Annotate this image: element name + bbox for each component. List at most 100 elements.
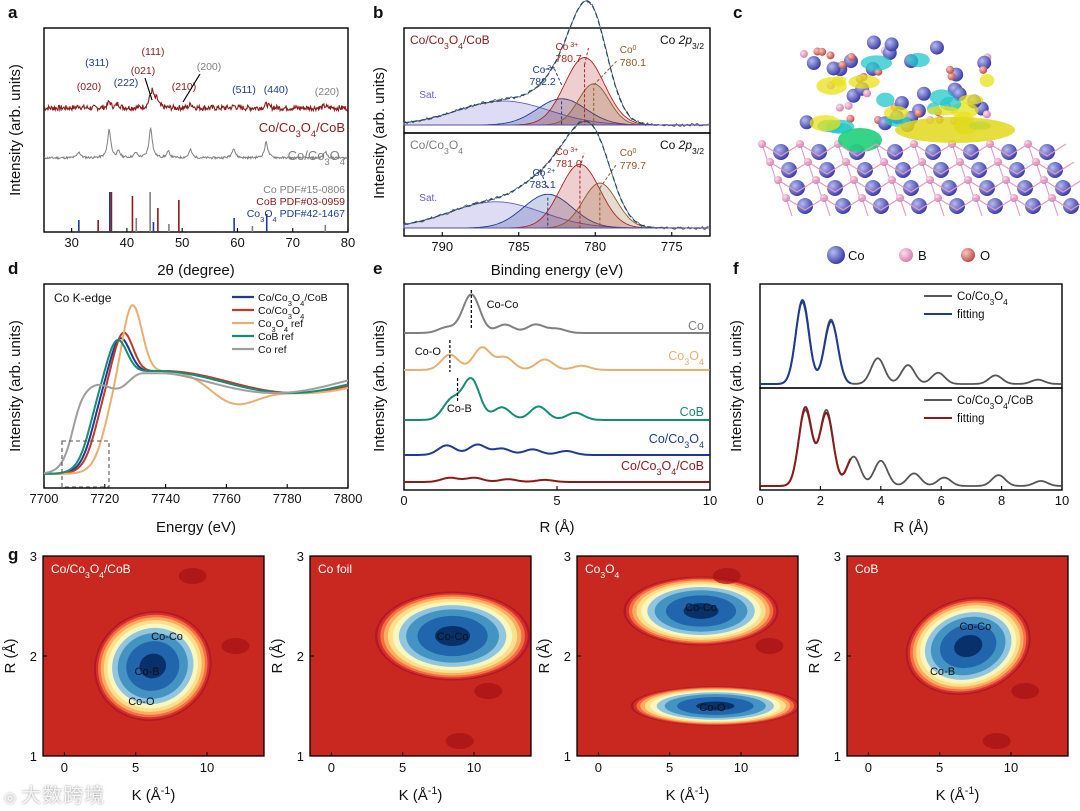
fit-model-line [760,405,852,487]
ft-series-label: Co/Co3O4/CoB [621,459,704,477]
structure-bond [861,197,901,211]
ft-series-label: Co [688,319,704,333]
watermark: ◎ 大数跨境 [4,779,105,808]
oxygen-atom [979,65,988,74]
heatmap-bond-label: Co-B [930,666,955,678]
xps-arrow [579,152,585,169]
fit-x-tick-label: 4 [877,493,884,508]
cobalt-atom [1009,162,1025,178]
fit-legend-label: fitting [957,309,985,321]
heatmap-hotspot [474,683,503,699]
heatmap-y-axis-label: R (Å) [2,639,19,674]
structure-bond [785,197,825,211]
heatmap-x-tick-label: 5 [666,760,673,775]
heatmap-y-tick-label: 2 [564,649,571,664]
xrd-y-axis-label: Intensity (arb. units) [7,64,24,196]
heatmap-x-tick-label: 10 [734,760,748,775]
charge-density-isosurface [883,105,909,120]
structure-bond [929,179,969,193]
heatmap-bond-label: Co-Co [437,631,469,643]
structure-bond [951,143,991,157]
xps-arrow [539,169,549,189]
watermark-logo-icon: ◎ [4,790,18,806]
cobalt-atom [1063,198,1079,214]
xrd-hkl-annotation: (222) [114,77,139,89]
xanes-legend-label: Co/Co3O4 [258,305,304,321]
cobalt-atom [971,162,987,178]
xrd-x-axis-label: 2θ (degree) [157,262,235,279]
heatmap-hotspot [1011,683,1040,699]
heatmap-x-tick-label: 0 [865,760,872,775]
xps-x-tick-label: 780 [584,239,606,254]
xanes-legend-label: Co3O4 ref [258,318,303,334]
xanes-series-line [44,339,349,475]
oxygen-atom [847,53,856,62]
structure-bond [799,143,839,157]
xrd-reference-label: Co PDF#15-0806 [263,184,345,196]
structure-bond [883,161,923,175]
panel-letter-g: g [8,545,18,564]
structure-bond [891,179,931,193]
heatmap-contour-band [435,625,471,647]
structure-bond [1043,179,1080,193]
heatmap-y-tick-label: 1 [564,749,571,764]
xps-x-tick-label: 790 [431,239,453,254]
charge-density-isosurface [848,74,880,89]
cobalt-atom [835,198,851,214]
xps-co0-label: Co0 [620,148,637,160]
cobalt-atom [789,180,805,196]
cobalt-atom [826,61,841,76]
heatmap-contour-band [954,634,983,658]
cobalt-atom [977,55,992,70]
heatmap-title: Co/Co3O4/CoB [51,562,131,580]
xanes-x-axis-label: Energy (eV) [156,519,236,536]
cobalt-atom [819,162,835,178]
cobalt-atom [773,144,789,160]
charge-density-isosurface [876,92,895,108]
fit-data-line [760,301,1062,385]
cobalt-atom [873,198,889,214]
ft-series-line [404,377,710,421]
cobalt-atom [857,162,873,178]
xps-co3-label: Co 3+ [555,42,578,54]
fit-x-tick-label: 8 [998,493,1005,508]
ft-series-line [404,346,710,371]
xrd-series-label: Co/Co3O4/CoB [259,120,345,139]
xanes-legend-label: Co/Co3O4/CoB [258,292,328,308]
panel-letter-f: f [733,259,739,278]
heatmap-y-tick-label: 2 [834,649,841,664]
heatmap-y-tick-label: 1 [834,749,841,764]
watermark-text: 大数跨境 [21,783,106,807]
heatmap-hotspot [712,568,741,584]
cobalt-atom [911,198,927,214]
boron-atom [835,103,844,112]
oxygen-atom [818,47,827,56]
structure-bond [807,161,847,175]
xrd-reference-label: Co3O4 PDF#42-1467 [247,208,345,224]
xanes-x-tick-label: 7780 [273,491,302,506]
oxygen-atom [947,72,956,81]
xps-co0-value: 780.1 [620,57,646,69]
heatmap-y-tick-label: 3 [834,549,841,564]
heatmap-y-tick-label: 2 [297,649,304,664]
heatmap-y-tick-label: 3 [30,549,37,564]
cobalt-atom [979,180,995,196]
xrd-hkl-annotation: (200) [197,61,222,73]
cobalt-atom [1055,180,1071,196]
xrd-annotation-arrow [182,73,201,103]
cobalt-atom [1025,198,1041,214]
charge-density-isosurface [926,105,959,116]
heatmap-x-tick-label: 0 [61,760,68,775]
ft-series-label: Co/Co3O4 [649,432,704,450]
xrd-x-tick-label: 50 [175,235,189,250]
charge-density-isosurface [860,55,892,71]
cobalt-atom [887,144,903,160]
structure-bond [875,143,915,157]
wavelet-heatmap [43,556,264,756]
heatmap-x-axis-label: K (Å-1) [399,785,443,804]
xps-co3-value: 780.7 [555,53,581,65]
boron-atom [982,110,991,119]
cobalt-atom [1001,144,1017,160]
xps-sample-label: Co/Co3O4 [410,138,463,156]
fit-model-line [760,298,852,385]
